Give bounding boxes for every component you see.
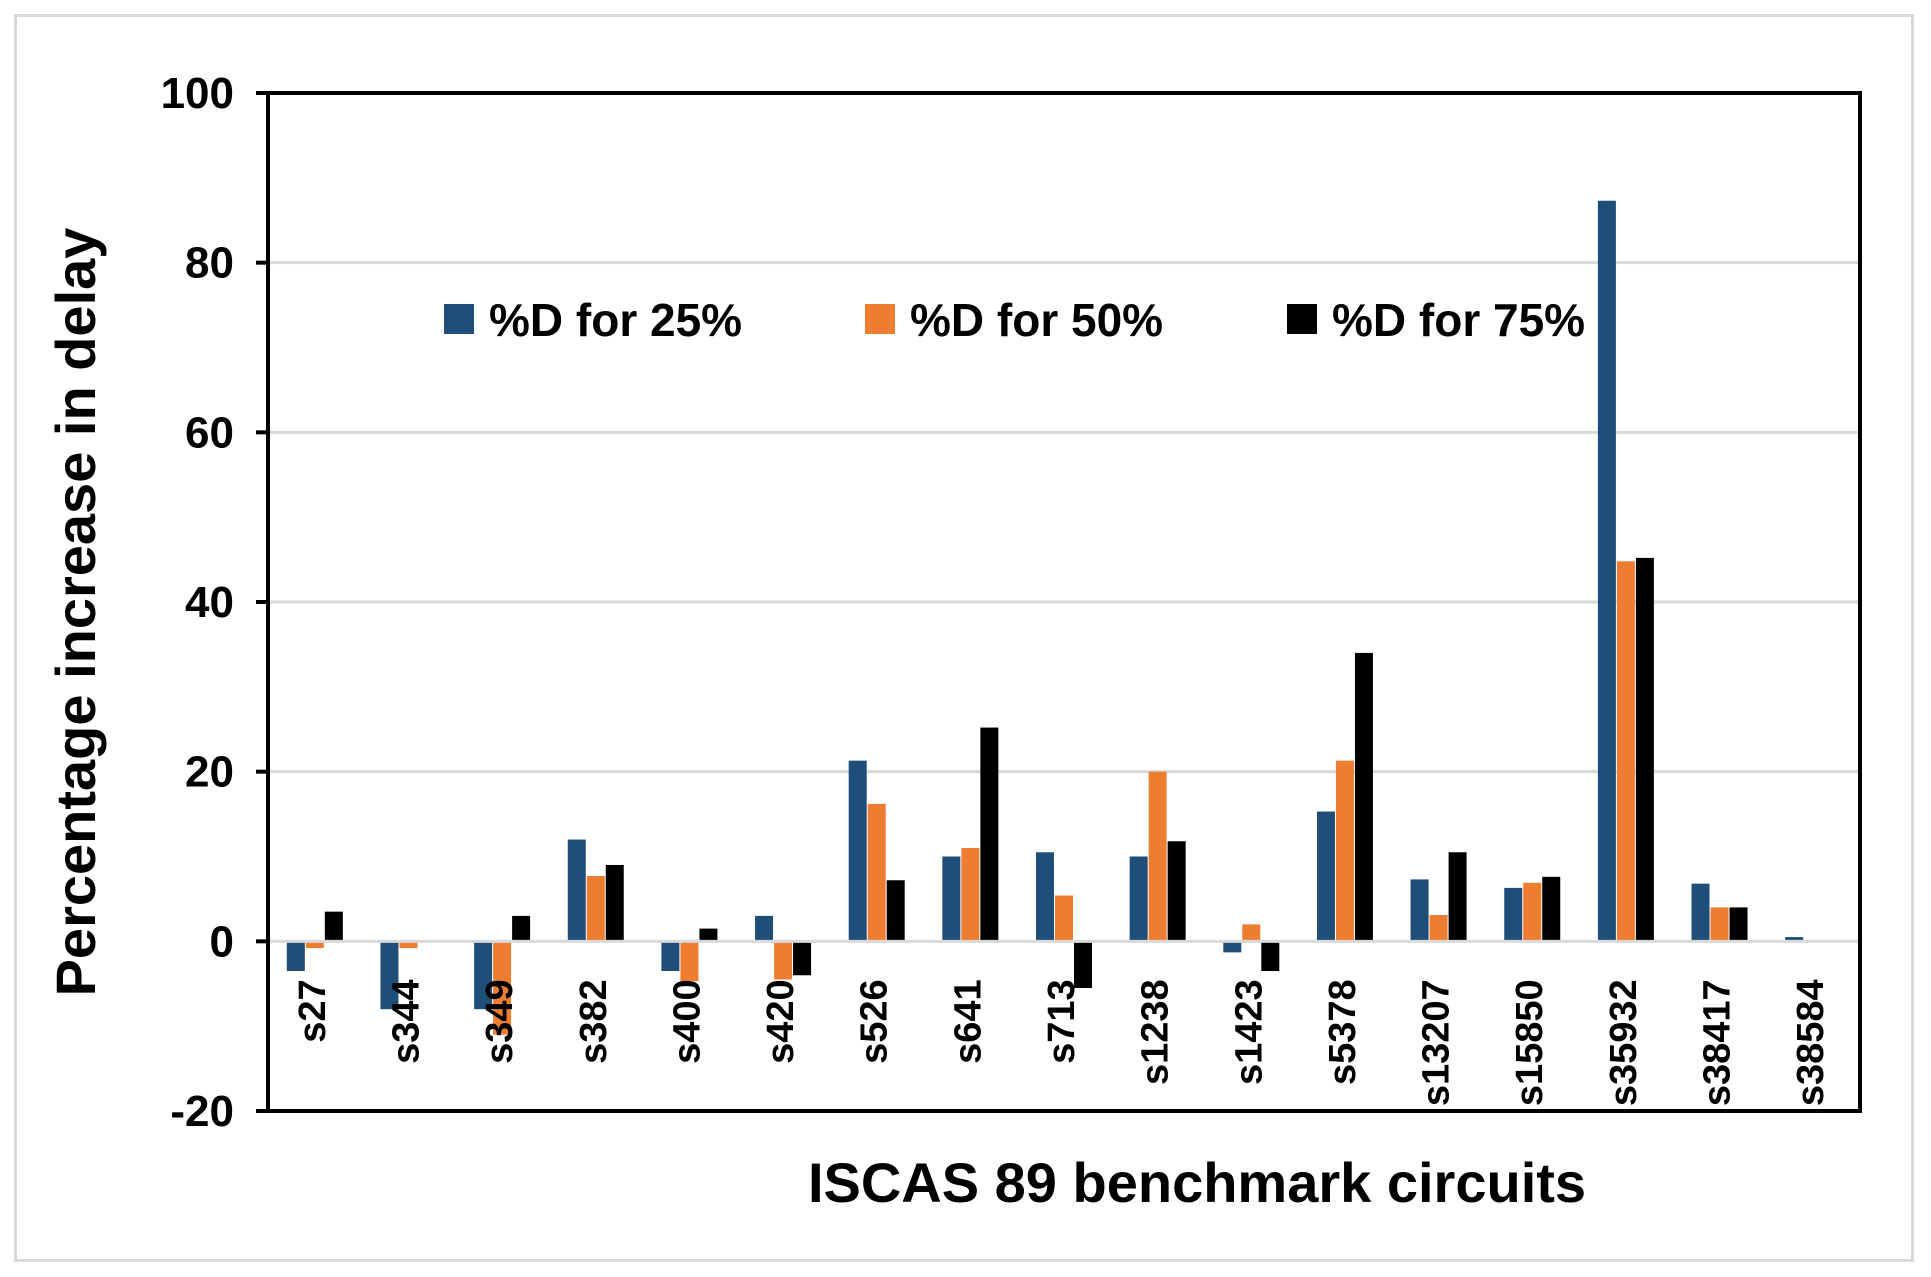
bar-s15850-series-1 (1504, 887, 1523, 942)
x-category-label: s1238 (1135, 979, 1177, 1085)
x-category-label: s38417 (1697, 979, 1739, 1106)
bar-s38584-series-1 (1785, 937, 1804, 942)
bar-s38417-series-1 (1691, 883, 1710, 942)
chart-container: -20 0 20 40 60 80 100 s27 s344 s349 s382 s400 s420 s… (14, 14, 1914, 1262)
bar-s1423-series-3 (1261, 941, 1280, 972)
bar-s5378-series-1 (1316, 811, 1335, 942)
bar-s641-series-2 (961, 848, 980, 942)
y-tick-label: 80 (185, 239, 234, 288)
y-axis-title: Percentage increase in delay (44, 228, 107, 997)
y-tick-label: -20 (170, 1087, 234, 1136)
x-category-label: s1423 (1228, 979, 1270, 1085)
bar-s349-series-1 (474, 941, 493, 1010)
bar-s641-series-3 (980, 727, 999, 942)
x-axis-title: ISCAS 89 benchmark circuits (808, 1151, 1586, 1214)
y-tick-label: 60 (185, 408, 234, 457)
bar-s420-series-2 (774, 941, 793, 980)
bar-s382-series-2 (586, 876, 605, 942)
bar-s35932-series-1 (1597, 200, 1616, 942)
legend-label: %D for 75% (1332, 294, 1585, 346)
bar-s344-series-2 (399, 941, 418, 949)
x-category-label: s344 (385, 979, 427, 1064)
x-category-label: s526 (854, 979, 896, 1064)
bar-s344-series-1 (380, 941, 399, 1010)
bar-s713-series-3 (1074, 941, 1092, 988)
bar-s13207-series-1 (1410, 879, 1429, 942)
bar-s420-series-1 (755, 915, 774, 942)
bar-s349-series-3 (512, 915, 531, 942)
bar-s400-series-2 (680, 941, 699, 982)
bar-s526-series-2 (867, 803, 886, 942)
legend-swatch (865, 304, 895, 334)
bar-s13207-series-2 (1429, 915, 1448, 942)
x-category-label: s400 (666, 979, 708, 1064)
bar-s27-series-1 (286, 941, 305, 972)
bar-s400-series-3 (699, 928, 718, 942)
legend-label: %D for 25% (489, 294, 742, 346)
y-tick-label: 0 (210, 917, 234, 966)
y-tick-label: 20 (185, 748, 234, 797)
x-category-label: s35932 (1603, 979, 1645, 1106)
x-category-label: s420 (760, 979, 802, 1064)
bar-s1238-series-1 (1129, 856, 1148, 942)
x-category-label: s15850 (1509, 979, 1551, 1106)
bar-s1238-series-2 (1148, 771, 1167, 942)
bar-s349-series-2 (493, 941, 512, 1035)
bars (286, 200, 1804, 1035)
bar-s420-series-3 (793, 941, 812, 976)
bar-s35932-series-2 (1616, 561, 1635, 942)
legend: %D for 25% %D for 50% %D for 75% (444, 294, 1585, 346)
bar-s13207-series-3 (1448, 852, 1467, 942)
bar-s38417-series-2 (1710, 907, 1729, 942)
legend-swatch (444, 304, 474, 334)
gridlines (268, 261, 1860, 774)
x-category-label: s349 (479, 979, 521, 1064)
bar-s400-series-1 (661, 941, 680, 972)
x-category-label: s5378 (1322, 979, 1364, 1085)
bar-s713-series-2 (1055, 895, 1073, 942)
bar-s1423-series-2 (1242, 924, 1261, 942)
legend-swatch (1287, 304, 1317, 334)
bar-s5378-series-2 (1335, 760, 1354, 942)
bar-s1238-series-3 (1167, 841, 1186, 942)
x-category-label: s382 (573, 979, 615, 1064)
bar-s15850-series-3 (1542, 876, 1561, 942)
y-tick-label: 100 (161, 69, 234, 118)
y-tick-labels: -20 0 20 40 60 80 100 (161, 69, 234, 1136)
x-category-label: s641 (947, 979, 989, 1064)
bar-s27-series-2 (305, 941, 324, 949)
legend-label: %D for 50% (910, 294, 1163, 346)
bar-s382-series-3 (605, 864, 624, 942)
x-category-label: s713 (1041, 979, 1083, 1064)
y-tick-label: 40 (185, 578, 234, 627)
bar-s35932-series-3 (1635, 557, 1654, 942)
x-category-labels: s27 s344 s349 s382 s400 s420 s526 s641 s713 s1238… (292, 979, 1832, 1106)
bar-s641-series-1 (942, 856, 961, 942)
x-category-label: s38584 (1790, 979, 1832, 1106)
bar-s526-series-1 (848, 760, 867, 942)
bar-s15850-series-2 (1523, 882, 1542, 942)
bar-s1423-series-1 (1223, 941, 1242, 953)
axes (256, 91, 1862, 1113)
bar-s526-series-3 (886, 880, 905, 942)
bar-s38417-series-3 (1729, 907, 1748, 942)
bar-s27-series-3 (324, 911, 343, 942)
bar-s382-series-1 (567, 839, 586, 942)
bar-s713-series-1 (1036, 852, 1054, 942)
bar-s5378-series-3 (1354, 652, 1373, 942)
x-category-label: s27 (292, 979, 334, 1042)
x-category-label: s13207 (1416, 979, 1458, 1106)
